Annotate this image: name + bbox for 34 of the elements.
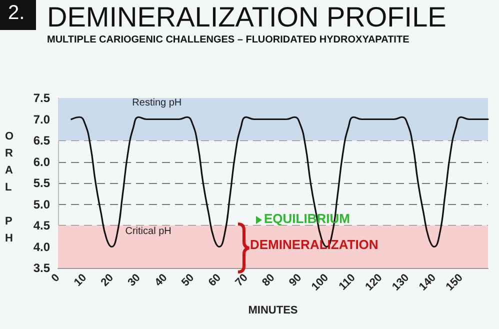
x-tick-label: 20	[98, 272, 116, 289]
x-tick-label: 130	[390, 272, 412, 294]
x-tick-label: 10	[72, 272, 90, 289]
band-label: Resting pH	[132, 98, 182, 109]
chart-title: DEMINERALIZATION PROFILE	[47, 2, 446, 32]
x-tick-label: 90	[286, 272, 304, 289]
x-tick-label: 150	[444, 272, 466, 294]
y-tick-label: 4.0	[33, 240, 50, 254]
x-tick-label: 70	[233, 272, 250, 289]
band-label: Critical pH	[125, 226, 172, 237]
x-tick-label: 120	[363, 272, 385, 294]
y-tick-label: 4.5	[33, 218, 50, 232]
line-series	[70, 116, 489, 248]
x-tick-label: 60	[206, 272, 224, 289]
text: 2.	[8, 2, 25, 24]
x-tick-label: 50	[179, 272, 197, 289]
y-tick-label: 7.0	[33, 112, 50, 126]
x-axis-title: MINUTES	[248, 304, 298, 316]
y-tick-label: 5.0	[33, 197, 50, 212]
chart-subtitle: MULTIPLE CARIOGENIC CHALLENGES – FLUORIDATED HYDROXYAPATITE	[47, 34, 410, 46]
y-tick-label: 6.5	[33, 134, 50, 148]
x-tick-label: 0	[49, 272, 62, 285]
text: ORAL PH	[5, 130, 14, 244]
y-tick-label: 3.5	[33, 261, 50, 275]
y-tick-label: 7.5	[33, 91, 50, 105]
x-tick-label: 100	[310, 272, 331, 294]
x-tick-label: 110	[336, 272, 358, 293]
y-tick-label: 6.0	[33, 154, 50, 169]
x-tick-label: 140	[417, 272, 438, 294]
x-tick-label: 80	[260, 272, 278, 289]
x-tick-label: 40	[152, 272, 170, 289]
y-tick-label: 5.5	[33, 176, 50, 190]
annotation: DEMINERALIZATION	[250, 237, 378, 252]
x-tick-label: 30	[126, 272, 143, 289]
